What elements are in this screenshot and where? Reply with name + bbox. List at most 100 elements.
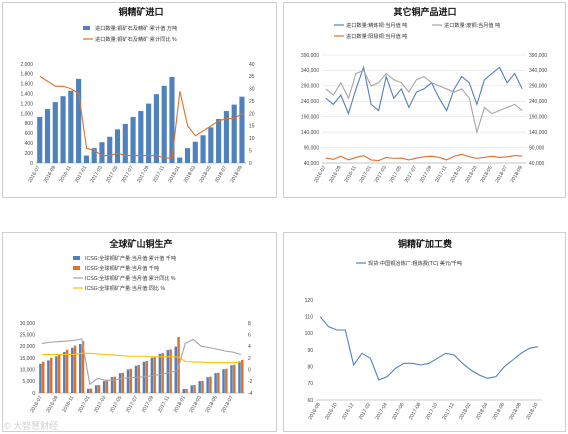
bar (169, 76, 175, 163)
bar (231, 104, 237, 163)
series-line (325, 153, 523, 162)
x-tick-label: 2018-03 (189, 395, 203, 414)
legend-label: 进口数量:铜矿石及精矿:累计值 万吨 (95, 24, 177, 32)
bar (184, 148, 191, 163)
series-line (325, 69, 523, 135)
x-tick-label: 2017-11 (152, 165, 166, 184)
y-tick-label: 190,000 (301, 115, 319, 121)
bar (71, 347, 74, 393)
chart-title: 铜精矿进口 (118, 6, 163, 17)
bar (121, 372, 125, 393)
bar (233, 364, 236, 393)
legend-label: 进口数量:精炼铜:当月值 吨 (346, 21, 407, 29)
bar (63, 351, 66, 393)
series-line (41, 352, 242, 364)
y2-tick-label: 25 (249, 99, 255, 105)
watermark-text: © 大智慧财经 (4, 421, 59, 431)
y-tick-label: 90 (307, 348, 313, 354)
legend-label: ICSG:全球铜矿产量:当月值:累计值 千吨 (85, 254, 176, 262)
bar (107, 136, 113, 163)
y2-tick-label: 240,000 (529, 99, 547, 105)
y-tick-label: 1,400 (20, 92, 33, 98)
y2-tick-label: 90,000 (529, 145, 545, 151)
y-tick-label: 600 (25, 131, 34, 137)
legend-swatch (73, 266, 80, 270)
bar (57, 354, 61, 393)
y-tick-label: 1,200 (20, 101, 33, 107)
x-tick-label: 2017-04 (375, 402, 389, 421)
x-tick-label: 2016-07 (29, 395, 43, 414)
y2-tick-label: -4 (248, 391, 253, 397)
bar (166, 350, 170, 393)
y-tick-label: 140,000 (301, 130, 319, 136)
y2-tick-label: 5 (249, 148, 252, 154)
y-tick-label: 200 (25, 151, 34, 157)
x-tick-label: 2017-01 (74, 165, 88, 184)
x-tick-label: 2017-05 (389, 165, 403, 184)
chart-title: 其它铜产品进口 (393, 6, 456, 17)
y2-tick-label: 8 (248, 321, 251, 327)
bar (198, 381, 201, 393)
bar (89, 388, 93, 393)
y-tick-label: 70 (307, 381, 313, 387)
x-tick-label: 2016-12 (341, 402, 355, 421)
x-tick-label: 2017-11 (157, 395, 171, 414)
chart-title: 铜精矿加工费 (398, 238, 452, 249)
bar (142, 361, 146, 393)
chart-panel-global-mine-production: 全球矿山铜生产 ICSG:全球铜矿产量:当月值:累计值 千吨 ICSG:全球铜矿产量… (2, 232, 277, 432)
x-tick-label: 2016-08 (308, 402, 322, 421)
bar (122, 123, 128, 163)
bar (105, 380, 109, 393)
chart-panel-tc-fee: 铜精矿加工费 现货:中国铜冶炼厂:粗炼费(TC) 美元/千吨 60 70 80 90 100… (283, 232, 566, 432)
y-tick-label: 240,000 (301, 99, 319, 105)
x-tick-label: 2017-06 (391, 402, 405, 421)
bar (217, 372, 220, 393)
y2-tick-label: 40,000 (529, 161, 545, 167)
bar (113, 376, 117, 393)
x-tick-label: 2017-12 (441, 402, 455, 421)
bar (192, 141, 198, 163)
series-line (319, 316, 538, 381)
y-tick-label: 290,000 (301, 84, 319, 90)
x-tick-label: 2018-04 (475, 402, 489, 421)
y-tick-label: 0 (30, 161, 33, 167)
x-tick-label: 2017-07 (121, 165, 135, 184)
x-tick-label: 2017-09 (419, 165, 433, 184)
bar (118, 373, 122, 393)
y-tick-label: 80 (307, 364, 313, 370)
y-tick-label: 340,000 (301, 68, 319, 74)
bar (129, 368, 133, 393)
bar (225, 368, 228, 393)
y-tick-label: 100 (305, 331, 314, 337)
bar (65, 349, 69, 393)
x-tick-label: 2016-11 (61, 395, 75, 414)
bar (52, 102, 58, 163)
bar (201, 380, 204, 393)
y-tick-label: 5,000 (22, 379, 35, 385)
legend-swatch (83, 26, 90, 30)
bar (41, 361, 45, 393)
bar (76, 78, 82, 163)
bar (174, 346, 178, 393)
bar (208, 127, 214, 163)
bar (94, 385, 98, 393)
y-tick-label: 1,600 (20, 82, 33, 88)
x-tick-label: 2018-05 (479, 165, 493, 184)
legend-label: 进口数量:铜矿石及精矿:累计同比 % (95, 35, 177, 43)
bar (37, 116, 43, 163)
legend-label: ICSG:全球铜矿产量:当月值:累计同比 % (85, 274, 176, 282)
chart-panel-copper-ore-imports: 铜精矿进口进口数量:铜矿石及精矿:累计值 万吨 进口数量:铜矿石及精矿:累计同比 … (2, 2, 277, 198)
bar (193, 385, 196, 393)
bar (230, 365, 233, 393)
bar (91, 148, 97, 163)
x-tick-label: 2016-09 (328, 165, 342, 184)
x-tick-label: 2016-07 (27, 165, 41, 184)
bar (79, 344, 82, 393)
bar (209, 376, 212, 393)
chart-title: 全球矿山铜生产 (108, 238, 172, 249)
y2-tick-label: 6 (248, 332, 251, 338)
x-tick-label: 2016-09 (43, 165, 57, 184)
bar (99, 142, 105, 163)
y2-tick-label: 340,000 (529, 68, 547, 74)
